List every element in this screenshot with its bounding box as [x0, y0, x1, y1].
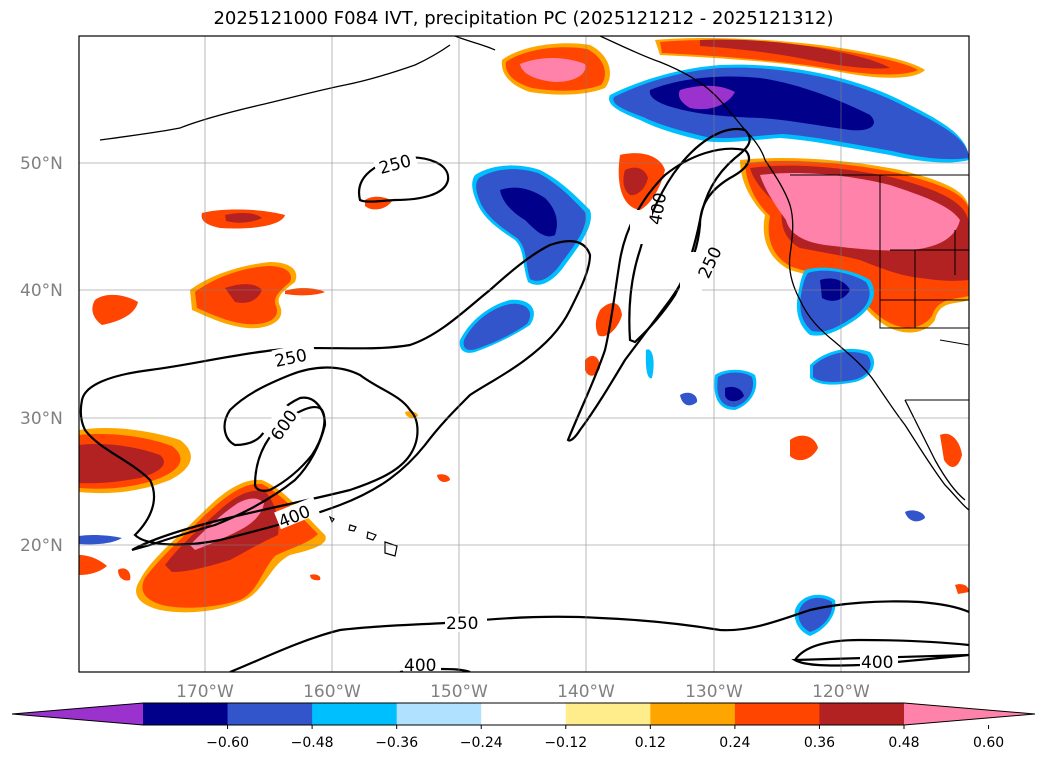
lat-label: 30°N: [20, 409, 63, 429]
colorbar-extend-low: [12, 703, 143, 725]
ivt-contour-400-main: [131, 366, 419, 552]
colorbar-segment: [396, 703, 482, 725]
lon-label: 150°W: [430, 682, 488, 702]
colorbar-segment: [819, 703, 905, 725]
colorbar-tick-label: 0.36: [804, 735, 835, 751]
colorbar-tick-label: 0.60: [973, 735, 1004, 751]
lat-label: 50°N: [20, 154, 63, 174]
colorbar-tick-label: −0.24: [460, 735, 503, 751]
colorbar: −0.60 −0.48 −0.36 −0.24 −0.12 0.12 0.24 0.36 0.4…: [11, 702, 1036, 751]
colorbar-tick-label: 0.24: [719, 735, 750, 751]
ivt-contour-250-east: [566, 147, 751, 442]
political-boundaries: [790, 174, 969, 401]
colorbar-tick-label: −0.36: [375, 735, 418, 751]
hawaii-islands: [328, 515, 398, 557]
colorbar-segment: [312, 703, 398, 725]
colorbar-segment: [565, 703, 651, 725]
baja-coastline: [904, 399, 966, 501]
colorbar-outline: [11, 702, 1036, 726]
lat-label: 40°N: [20, 281, 63, 301]
lon-label: 170°W: [176, 682, 234, 702]
lon-label: 120°W: [812, 682, 870, 702]
ivt-contour-250-main: [79, 240, 592, 546]
ivt-contour-250-south: [229, 600, 969, 672]
colorbar-segment: [227, 703, 313, 725]
colorbar-segment: [734, 703, 820, 725]
graticule: [79, 36, 969, 672]
lon-label: 140°W: [557, 682, 615, 702]
colorbar-tick-label: 0.12: [635, 735, 666, 751]
us-west-coastline: [764, 159, 969, 511]
colorbar-tick-label: −0.12: [544, 735, 587, 751]
map-title: 2025121000 F084 IVT, precipitation PC (2…: [213, 8, 834, 29]
colorbar-tick-label: −0.60: [206, 735, 249, 751]
colorbar-segment: [143, 703, 229, 725]
contour-label: 250: [446, 614, 478, 634]
lon-label: 130°W: [685, 682, 743, 702]
colorbar-extend-high: [904, 703, 1035, 725]
contour-label: 400: [861, 653, 893, 673]
colorbar-tick-label: −0.48: [291, 735, 334, 751]
colorbar-tick-label: 0.48: [888, 735, 919, 751]
map-frame: [78, 35, 970, 673]
latitude-labels: 50°N 40°N 30°N 20°N: [20, 154, 63, 556]
contour-label: 400: [404, 656, 436, 676]
lon-label: 160°W: [303, 682, 361, 702]
lat-label: 20°N: [20, 536, 63, 556]
ivt-contour-labels: 250 400 250 250 600 400 250 400 400: [261, 146, 898, 676]
aleutian-coastline: [99, 44, 451, 141]
ivt-contours: [79, 127, 969, 672]
ivt-contour-400-east: [628, 127, 751, 344]
colorbar-segment: [650, 703, 736, 725]
longitude-labels: 170°W 160°W 150°W 140°W 130°W 120°W: [176, 682, 870, 702]
colorbar-segment: [481, 703, 567, 725]
